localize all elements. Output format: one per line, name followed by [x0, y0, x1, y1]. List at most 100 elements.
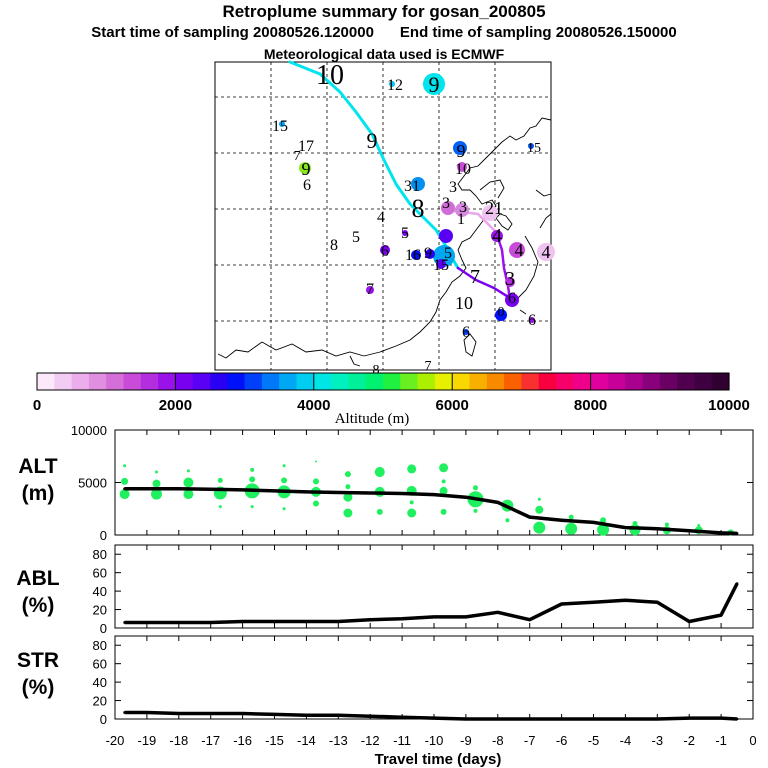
plume-point	[407, 464, 417, 474]
str-data-point	[592, 717, 595, 721]
y-tick-label: 0	[100, 621, 107, 636]
plume-point	[277, 485, 291, 499]
colorbar-cell	[486, 373, 505, 390]
plume-point	[344, 471, 351, 478]
alt-data-point	[177, 487, 181, 491]
alt-data-point	[560, 518, 563, 522]
plume-point	[409, 500, 414, 505]
colorbar-cell	[331, 373, 349, 390]
alt-data-point	[655, 527, 659, 531]
trajectory-lines	[288, 60, 512, 302]
plume-point	[565, 522, 578, 535]
end-time-label: End time of sampling 20080526.150000	[399, 24, 677, 41]
plume-marker	[529, 317, 535, 323]
colorbar-cell	[192, 373, 211, 390]
x-tick-label: -6	[556, 733, 568, 748]
plume-point	[505, 518, 510, 523]
abl-unit: (%)	[22, 594, 55, 617]
colorbar-cell	[296, 373, 315, 390]
plume-marker	[505, 277, 515, 287]
y-tick-label: 60	[93, 566, 107, 581]
x-tick-label: -17	[201, 733, 220, 748]
colorbar-cell	[694, 373, 713, 390]
str-data-point	[735, 717, 739, 721]
map-day-label: 7	[470, 266, 480, 288]
abl-data-point	[687, 620, 691, 623]
y-tick-label: 20	[93, 603, 107, 618]
map-day-label: 6	[508, 290, 516, 307]
colorbar-cell	[573, 373, 592, 390]
y-tick-label: 40	[93, 584, 107, 599]
map-day-label: 3	[505, 268, 515, 290]
plume-point	[537, 497, 541, 501]
abl-data-point	[273, 620, 276, 623]
x-tick-label: -3	[652, 733, 664, 748]
colorbar-cell	[88, 373, 107, 390]
map-day-label: 4	[377, 209, 385, 226]
plume-point	[597, 523, 610, 536]
colorbar-cell	[452, 373, 471, 390]
map-day-label: 10	[455, 161, 471, 178]
abl-data-point	[592, 600, 595, 604]
str-unit: (%)	[22, 676, 55, 699]
plume-point	[119, 489, 130, 500]
plume-point	[727, 529, 734, 536]
colorbar-tick-label: 6000	[436, 397, 469, 414]
colorbar-cell	[37, 373, 55, 390]
plume-point	[343, 492, 353, 502]
plume-point	[250, 467, 255, 472]
map-day-label: 9	[424, 245, 432, 262]
alt-data-point	[123, 487, 126, 491]
plume-point	[313, 478, 319, 485]
plume-point	[568, 514, 574, 520]
colorbar-cell	[434, 373, 453, 390]
coastline	[457, 117, 552, 215]
abl-panel: 0 20 40 60 80	[93, 544, 754, 636]
plume-markers	[279, 73, 555, 335]
alt-data-point	[432, 493, 436, 496]
map-day-label: 21	[485, 198, 503, 218]
y-tick-label: 10000	[71, 423, 107, 438]
colorbar-cell	[400, 373, 419, 390]
plume-point	[282, 464, 286, 468]
colorbar-cell	[538, 373, 557, 390]
plume-point	[151, 488, 162, 500]
colorbar-tick-label: 4000	[297, 397, 330, 414]
colorbar-cell	[556, 373, 574, 390]
y-tick-label: 0	[100, 712, 107, 727]
colorbar-cell	[261, 373, 280, 390]
coastline	[535, 189, 552, 197]
str-data-point	[400, 715, 404, 719]
x-tick-label: -12	[361, 733, 380, 748]
alt-data-point	[592, 521, 595, 524]
map-day-label: 7	[366, 281, 374, 298]
colorbar-cell	[158, 373, 176, 390]
colorbar-cell	[106, 373, 125, 390]
colorbar-cell	[365, 373, 384, 390]
abl-data-point	[735, 582, 739, 586]
x-tick-label: -18	[169, 733, 188, 748]
plume-marker	[423, 73, 445, 95]
colorbar-cell	[711, 373, 730, 390]
colorbar-cell	[175, 373, 194, 390]
map-day-label: 3	[459, 199, 467, 216]
plume-point	[697, 524, 701, 527]
colorbar-cell	[279, 373, 298, 390]
str-data-point	[624, 717, 627, 721]
abl-data-point	[464, 615, 468, 619]
plume-point	[694, 526, 703, 535]
map-day-label: 15	[433, 257, 449, 274]
map-day-label: 6	[528, 312, 536, 329]
trajectory-line	[494, 230, 512, 302]
alt-series-line	[124, 487, 738, 536]
plume-marker	[433, 245, 455, 267]
alt-data-point	[735, 532, 739, 535]
plume-marker	[455, 203, 469, 217]
colorbar-cell	[417, 373, 436, 390]
plume-marker	[509, 242, 525, 258]
plume-point	[281, 477, 288, 484]
str-data-point	[209, 712, 213, 715]
abl-data-point	[528, 618, 532, 622]
map-day-label: 4	[515, 240, 524, 260]
coastline	[495, 213, 513, 231]
